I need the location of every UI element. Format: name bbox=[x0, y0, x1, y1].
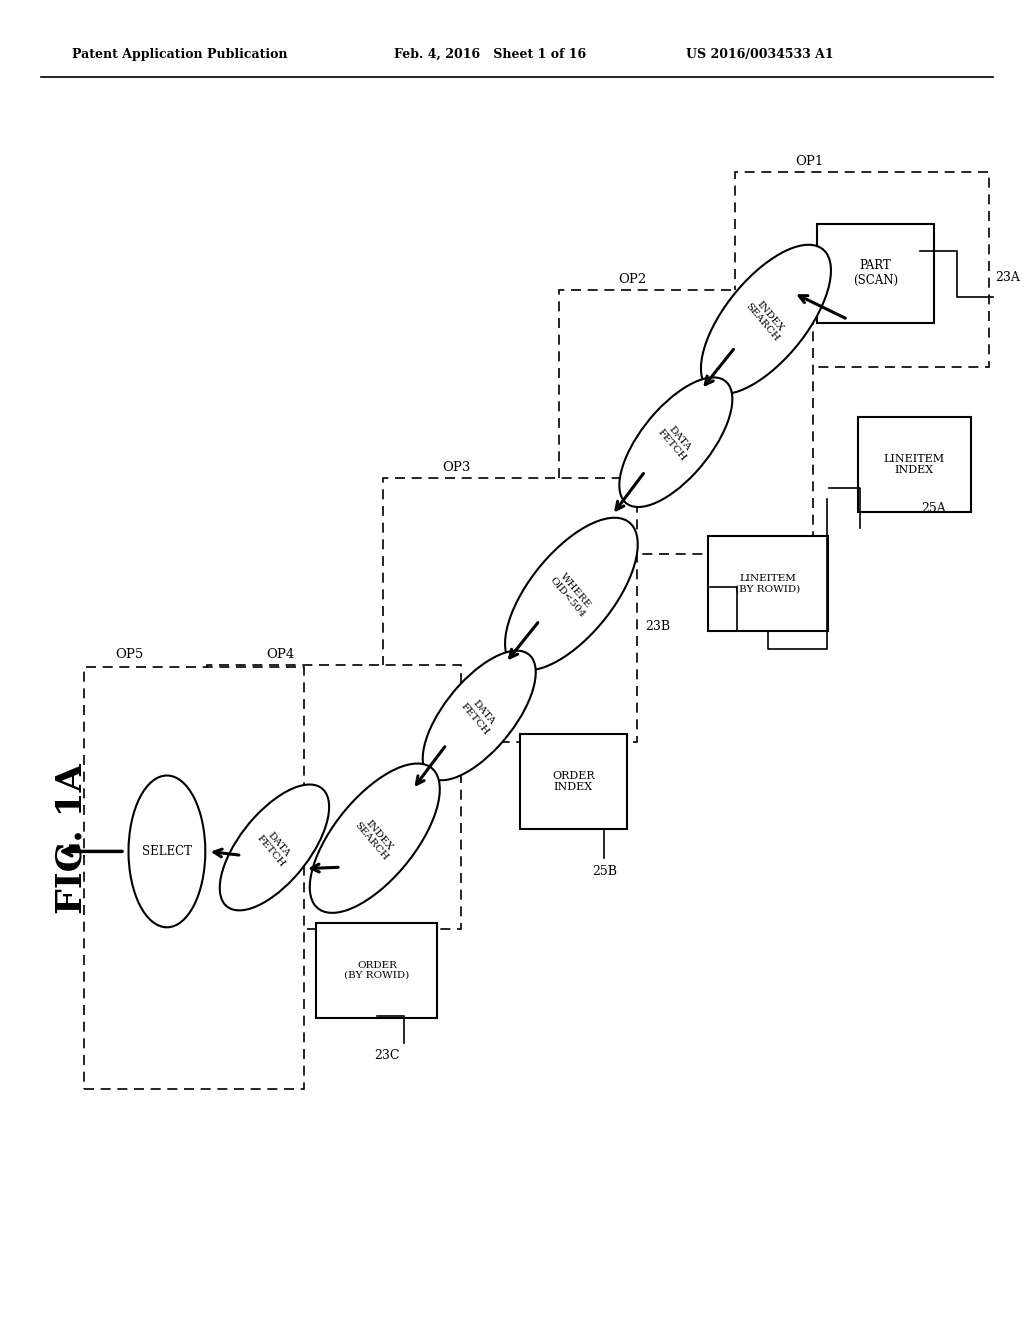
Ellipse shape bbox=[310, 763, 439, 913]
Text: INDEX
SEARCH: INDEX SEARCH bbox=[743, 296, 788, 343]
Text: 25B: 25B bbox=[592, 865, 616, 878]
Text: DATA
FETCH: DATA FETCH bbox=[656, 421, 695, 463]
Text: OP1: OP1 bbox=[795, 154, 823, 168]
Text: Patent Application Publication: Patent Application Publication bbox=[72, 48, 287, 61]
Text: SELECT: SELECT bbox=[142, 845, 191, 858]
Text: OP4: OP4 bbox=[266, 648, 295, 661]
Text: INDEX
SEARCH: INDEX SEARCH bbox=[352, 814, 397, 862]
Text: OP3: OP3 bbox=[442, 461, 471, 474]
Ellipse shape bbox=[620, 378, 732, 507]
Bar bbox=[559, 290, 813, 554]
Text: US 2016/0034533 A1: US 2016/0034533 A1 bbox=[686, 48, 834, 61]
Ellipse shape bbox=[129, 776, 205, 928]
Text: Feb. 4, 2016   Sheet 1 of 16: Feb. 4, 2016 Sheet 1 of 16 bbox=[394, 48, 587, 61]
Text: DATA
FETCH: DATA FETCH bbox=[255, 826, 294, 869]
Bar bbox=[708, 536, 828, 631]
Text: ORDER
(BY ROWID): ORDER (BY ROWID) bbox=[344, 961, 410, 979]
Text: OP5: OP5 bbox=[116, 648, 144, 661]
Bar bbox=[858, 417, 971, 512]
Ellipse shape bbox=[423, 651, 536, 780]
Bar bbox=[207, 665, 461, 929]
Text: 23A: 23A bbox=[995, 271, 1020, 284]
Text: ORDER
INDEX: ORDER INDEX bbox=[552, 771, 595, 792]
Text: FIG. 1A: FIG. 1A bbox=[54, 763, 89, 913]
Text: 23B: 23B bbox=[645, 620, 671, 634]
Text: PART
(SCAN): PART (SCAN) bbox=[853, 259, 898, 288]
Text: DATA
FETCH: DATA FETCH bbox=[460, 694, 499, 737]
Bar bbox=[817, 223, 934, 322]
Text: 23C: 23C bbox=[374, 1049, 399, 1063]
Ellipse shape bbox=[505, 517, 638, 671]
Bar bbox=[520, 734, 627, 829]
Text: 25A: 25A bbox=[922, 502, 946, 515]
Text: LINEITEM
(BY ROWID): LINEITEM (BY ROWID) bbox=[735, 574, 801, 593]
Bar bbox=[735, 172, 989, 367]
Bar bbox=[383, 478, 637, 742]
Bar bbox=[84, 667, 304, 1089]
Ellipse shape bbox=[220, 784, 329, 911]
Text: WHERE
OID<504: WHERE OID<504 bbox=[548, 569, 595, 619]
Ellipse shape bbox=[701, 244, 830, 395]
Text: OP2: OP2 bbox=[618, 273, 647, 286]
Text: LINEITEM
INDEX: LINEITEM INDEX bbox=[884, 454, 945, 475]
Bar bbox=[316, 923, 437, 1018]
